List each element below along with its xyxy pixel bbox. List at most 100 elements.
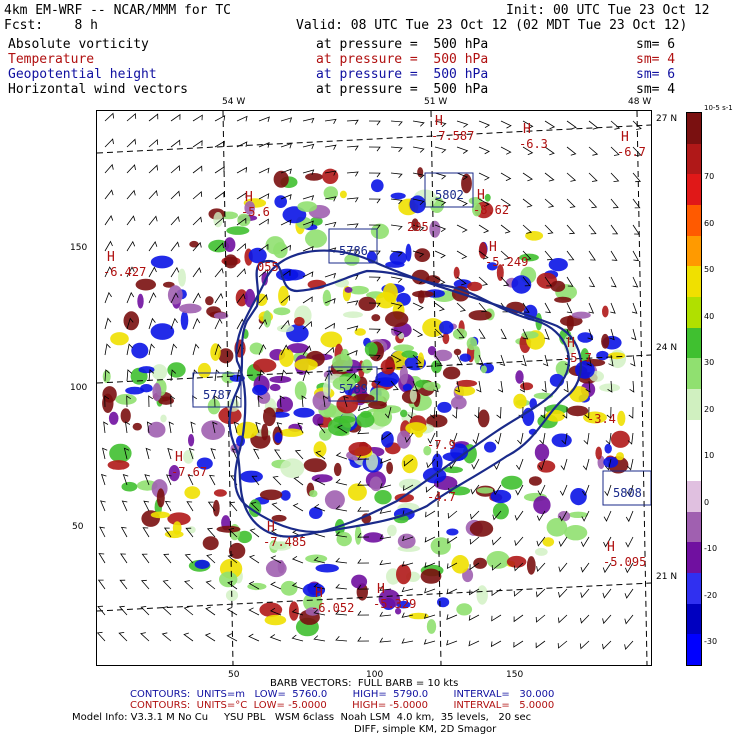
field-name-temperature: Temperature xyxy=(8,52,95,67)
wind-barb xyxy=(317,423,326,434)
vorticity-cell xyxy=(469,520,494,537)
wind-barb xyxy=(104,343,111,356)
wind-barb xyxy=(427,432,436,444)
wind-barb xyxy=(544,146,555,156)
wind-barb xyxy=(544,276,553,287)
wind-barb xyxy=(97,605,106,616)
vorticity-cell xyxy=(444,466,463,474)
vorticity-cell xyxy=(273,170,289,188)
vorticity-cell xyxy=(374,490,392,505)
wind-barb xyxy=(401,638,414,644)
wind-barb xyxy=(148,292,157,304)
wind-barb xyxy=(514,510,524,521)
field-name-geopotential: Geopotential height xyxy=(8,67,157,82)
wind-barb xyxy=(404,432,414,443)
wind-barb xyxy=(390,302,403,310)
wind-barb xyxy=(170,241,180,252)
wind-barb xyxy=(102,447,108,460)
wind-barb xyxy=(401,586,414,593)
wind-barb xyxy=(535,614,546,623)
wind-barb xyxy=(456,250,468,259)
vorticity-cell xyxy=(596,350,609,361)
colorbar-swatch xyxy=(687,511,701,543)
vorticity-cell xyxy=(312,413,324,426)
wind-barb xyxy=(544,198,555,208)
vorticity-cell xyxy=(604,443,612,454)
vorticity-cell xyxy=(297,201,317,212)
vorticity-cell xyxy=(390,192,406,200)
vorticity-cell xyxy=(521,331,539,339)
wind-barb xyxy=(516,458,524,471)
wind-barb xyxy=(390,276,403,283)
wind-barb xyxy=(401,561,414,567)
wind-barb xyxy=(424,562,436,568)
wind-barb xyxy=(469,562,480,571)
wind-barb xyxy=(258,116,270,123)
temperature-high-marker: H xyxy=(315,586,323,601)
geopotential-height-value: 5808 xyxy=(613,486,642,500)
wind-barb xyxy=(368,224,381,230)
vorticity-cell xyxy=(542,537,555,547)
vorticity-cell xyxy=(554,296,572,303)
wind-barb xyxy=(343,395,349,408)
temperature-high-value: -7.485 xyxy=(263,535,306,549)
wind-barb xyxy=(412,224,425,232)
vorticity-cell xyxy=(322,381,332,397)
vorticity-cell xyxy=(324,490,345,510)
wind-barb xyxy=(557,640,568,649)
wind-barb xyxy=(104,138,114,148)
wind-barb xyxy=(170,369,177,382)
vorticity-cell xyxy=(333,462,342,477)
wind-barb xyxy=(148,138,159,148)
wind-barb xyxy=(492,510,502,521)
wind-barb xyxy=(625,510,634,523)
wind-barb xyxy=(632,250,640,262)
vorticity-cell xyxy=(467,281,483,292)
wind-barb xyxy=(357,532,370,538)
colorbar-label: 60 xyxy=(704,218,715,228)
wind-barb xyxy=(447,510,458,519)
wind-barb xyxy=(585,380,591,393)
wind-barb xyxy=(126,164,136,174)
temperature-high-value: -5.329 xyxy=(373,597,416,611)
field-name-vorticity: Absolute vorticity xyxy=(8,37,149,52)
wind-barb xyxy=(423,639,436,645)
vorticity-cell xyxy=(387,524,397,537)
vorticity-cell xyxy=(253,358,277,373)
wind-barb xyxy=(335,531,348,538)
wind-barb xyxy=(498,380,504,393)
wind-barb xyxy=(610,146,620,156)
wind-barb xyxy=(148,395,154,408)
lon-label-54w: 54 W xyxy=(222,97,246,107)
vorticity-cell xyxy=(293,407,315,418)
colorbar-label: 50 xyxy=(704,265,715,274)
vorticity-cell xyxy=(273,307,291,316)
vorticity-cell xyxy=(223,254,238,269)
wind-barb xyxy=(500,328,507,340)
vorticity-cell xyxy=(274,432,283,444)
vorticity-cell xyxy=(478,242,487,259)
vorticity-cell xyxy=(534,547,548,556)
height-label-box xyxy=(328,366,378,402)
field-level-geopotential: at pressure = 500 hPa xyxy=(316,67,489,82)
wind-barb xyxy=(380,458,392,464)
wind-barb xyxy=(126,343,133,356)
wind-barb xyxy=(631,328,637,341)
wind-barb xyxy=(500,302,509,313)
wind-barb xyxy=(192,369,199,382)
colorbar-unit: 10-5 s-1 xyxy=(704,104,733,112)
wind-barb xyxy=(558,588,568,598)
vorticity-cell xyxy=(259,489,283,501)
wind-barb xyxy=(500,146,512,155)
vorticity-cell xyxy=(197,362,211,378)
wind-barb xyxy=(434,302,445,312)
wind-barb xyxy=(170,266,180,278)
wind-barb xyxy=(126,395,132,408)
wind-barb xyxy=(412,354,422,364)
wind-barb xyxy=(491,614,502,622)
temperature-high-marker: H xyxy=(267,520,275,535)
vorticity-cell xyxy=(125,386,145,395)
wind-barb xyxy=(104,395,110,408)
vorticity-cell xyxy=(405,422,427,435)
wind-barb xyxy=(566,302,573,314)
